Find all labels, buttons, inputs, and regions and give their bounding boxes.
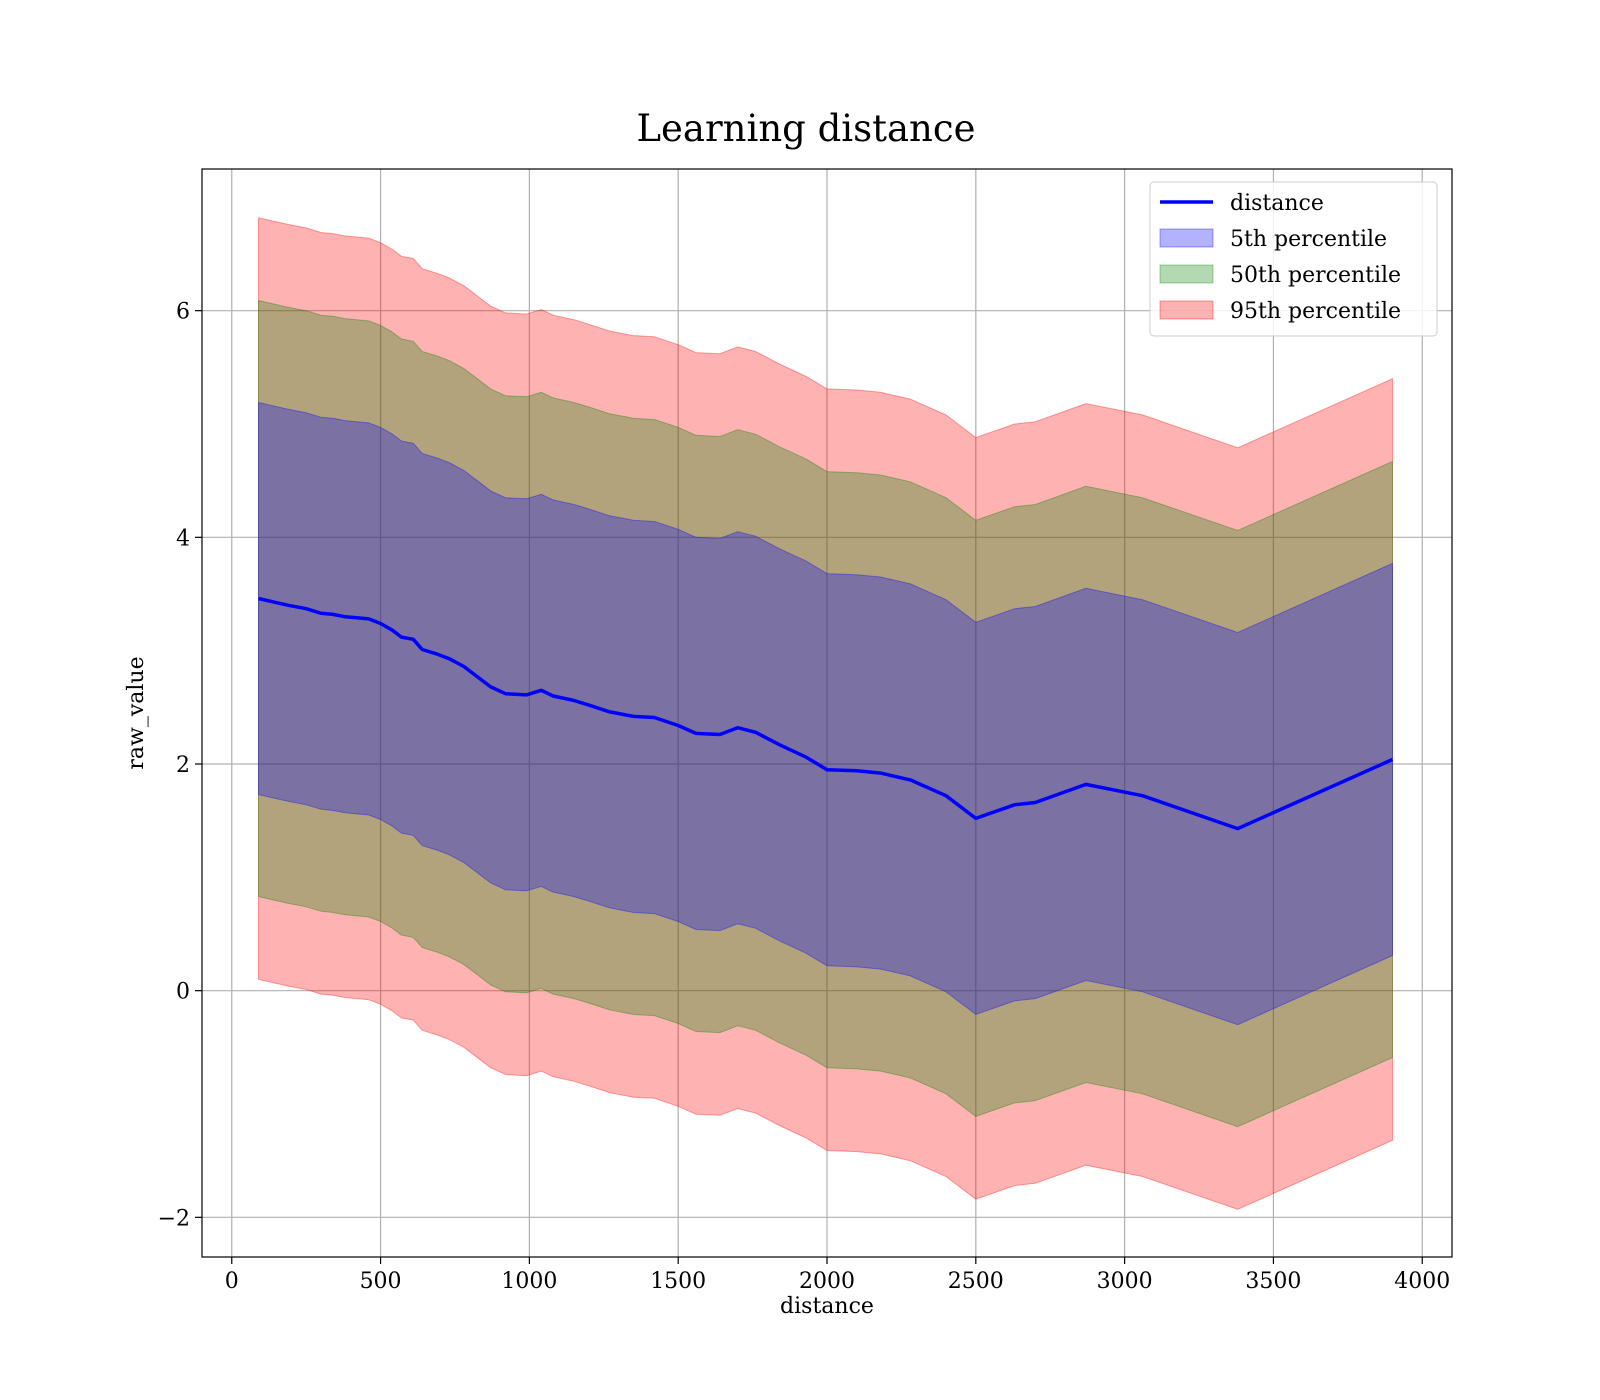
band-5th-percentile [258, 401, 1393, 1026]
distance-series [258, 596, 1394, 831]
y-tick-label: 4 [176, 526, 190, 551]
y-axis-label: raw_value [124, 656, 149, 769]
x-tick-label: 1000 [501, 1269, 557, 1294]
x-tick-label: 3500 [1245, 1269, 1301, 1294]
legend-label: distance [1230, 191, 1324, 216]
y-tick-label: 0 [176, 980, 190, 1005]
legend-band-swatch [1159, 300, 1214, 320]
x-tick-label: 4000 [1394, 1269, 1450, 1294]
legend-box [1149, 181, 1438, 337]
band-50th-percentile [258, 299, 1393, 1128]
band-95th-percentile [258, 217, 1393, 1210]
x-tick-label: 2000 [799, 1269, 855, 1294]
legend-label: 5th percentile [1230, 227, 1387, 252]
x-tick-label: 500 [360, 1269, 402, 1294]
y-tick-label: −2 [158, 1206, 190, 1231]
x-axis-label: distance [780, 1294, 874, 1319]
x-tick-label: 2500 [948, 1269, 1004, 1294]
legend: distance 5th percentile 50th percentile 95t… [1149, 181, 1438, 337]
axis-ticks: 0 500 1000 1500 2000 2500 3000 3500 4000 −2 0 2 4 6 [158, 300, 1451, 1294]
x-tick-label: 0 [225, 1269, 239, 1294]
x-tick-label: 3000 [1097, 1269, 1153, 1294]
chart-title: Learning distance [636, 107, 975, 150]
legend-band-swatch [1159, 228, 1214, 248]
x-tick-label: 1500 [650, 1269, 706, 1294]
distance-line [258, 596, 1394, 831]
y-tick-label: 2 [176, 753, 190, 778]
percentile-bands [258, 217, 1393, 1210]
legend-label: 95th percentile [1230, 299, 1401, 324]
y-tick-label: 6 [176, 300, 190, 325]
legend-band-swatch [1159, 264, 1214, 284]
legend-label: 50th percentile [1230, 263, 1401, 288]
